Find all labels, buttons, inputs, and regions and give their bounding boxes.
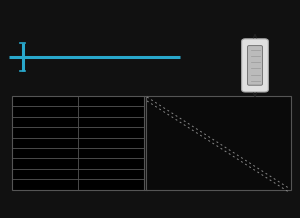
FancyBboxPatch shape xyxy=(248,46,262,85)
Bar xyxy=(146,96,291,190)
FancyBboxPatch shape xyxy=(242,39,268,92)
Bar xyxy=(12,96,144,190)
